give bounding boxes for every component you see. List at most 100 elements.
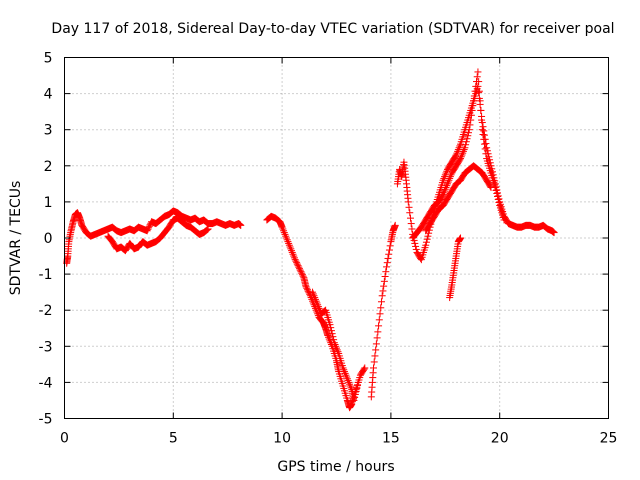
data-point	[465, 129, 473, 137]
data-point	[459, 147, 467, 155]
data-point	[423, 235, 431, 243]
y-tick-label: 3	[44, 123, 53, 139]
data-point	[385, 250, 393, 258]
data-point	[288, 248, 296, 256]
data-point	[330, 339, 338, 347]
data-point	[459, 149, 467, 157]
data-point	[351, 390, 359, 398]
data-point	[463, 135, 471, 143]
data-point	[325, 333, 333, 341]
data-point	[309, 288, 317, 296]
data-point	[285, 241, 293, 249]
data-point	[293, 260, 301, 268]
data-point	[330, 336, 338, 344]
data-point	[458, 151, 466, 159]
data-point	[281, 230, 289, 238]
data-point	[340, 368, 348, 376]
series-poal	[63, 207, 245, 267]
data-point	[290, 254, 298, 262]
data-point	[476, 97, 484, 105]
data-point	[375, 316, 383, 324]
data-point	[479, 123, 487, 131]
data-point	[345, 378, 353, 386]
data-point	[341, 369, 349, 377]
data-point	[333, 346, 341, 354]
x-tick-label: 10	[273, 431, 291, 447]
data-point	[328, 330, 336, 338]
data-point	[312, 297, 320, 305]
data-point	[445, 176, 453, 184]
data-point	[494, 195, 502, 203]
data-point	[298, 269, 306, 277]
series-poal-c	[263, 212, 369, 412]
data-point	[326, 321, 334, 329]
data-point	[446, 174, 454, 182]
data-point	[441, 187, 449, 195]
data-point	[331, 340, 339, 348]
data-point	[332, 342, 340, 350]
data-point	[441, 185, 449, 193]
data-point	[456, 142, 464, 150]
data-point	[457, 153, 465, 161]
data-point	[294, 262, 302, 270]
data-point	[456, 156, 464, 164]
data-point	[447, 171, 455, 179]
data-point	[284, 238, 292, 246]
data-point	[461, 144, 469, 152]
data-point	[203, 226, 211, 234]
data-point	[473, 73, 481, 81]
data-point	[385, 246, 393, 254]
y-tick-label: -3	[39, 339, 53, 355]
data-point	[145, 224, 153, 232]
data-point	[340, 366, 348, 374]
data-point	[344, 377, 352, 385]
data-point	[351, 393, 359, 401]
data-point	[443, 167, 451, 175]
data-point	[350, 396, 358, 404]
y-tick-label: -4	[39, 375, 53, 391]
data-point	[327, 327, 335, 335]
data-point	[309, 290, 317, 298]
data-point	[326, 337, 334, 345]
data-point	[283, 236, 291, 244]
data-point	[438, 192, 446, 200]
data-point	[375, 322, 383, 330]
series-poal-g	[409, 68, 508, 242]
data-point	[442, 183, 450, 191]
data-point	[315, 304, 323, 312]
data-point	[422, 238, 430, 246]
y-tick-label: 2	[44, 159, 53, 175]
y-axis-label: SDTVAR / TECUs	[8, 181, 24, 296]
data-point	[298, 271, 306, 279]
data-point	[474, 68, 482, 76]
data-point	[329, 333, 337, 341]
data-point	[203, 226, 211, 234]
data-point	[467, 111, 475, 119]
data-point	[382, 268, 390, 276]
data-point	[478, 116, 486, 124]
data-point	[487, 183, 495, 191]
data-point	[347, 384, 355, 392]
data-point	[462, 141, 470, 149]
data-point	[383, 259, 391, 267]
data-point	[292, 257, 300, 265]
data-point	[417, 254, 425, 262]
data-point	[377, 298, 385, 306]
data-point	[443, 182, 451, 190]
y-tick-label: 5	[44, 51, 53, 67]
data-point	[412, 245, 420, 253]
data-point	[353, 384, 361, 392]
x-axis-label: GPS time / hours	[277, 459, 394, 475]
data-point	[373, 334, 381, 342]
data-point	[361, 364, 369, 372]
data-point	[377, 304, 385, 312]
data-point	[282, 234, 290, 242]
data-point	[480, 131, 488, 139]
data-point	[302, 283, 310, 291]
data-point	[305, 289, 313, 297]
y-tick-label: 1	[44, 195, 53, 211]
axis-ticks	[64, 57, 609, 419]
data-point	[472, 82, 480, 90]
data-point	[279, 225, 287, 233]
x-tick-label: 15	[382, 431, 400, 447]
